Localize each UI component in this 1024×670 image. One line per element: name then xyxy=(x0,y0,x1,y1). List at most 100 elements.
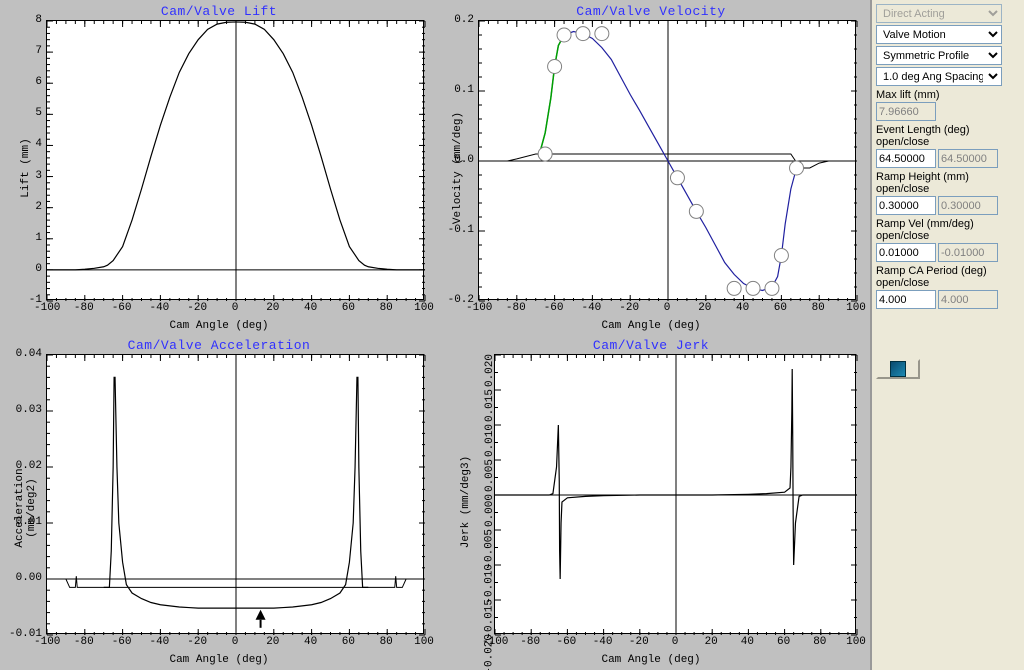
y-tick: -0.015 xyxy=(484,599,496,639)
x-tick: -60 xyxy=(110,636,134,648)
control-point[interactable] xyxy=(790,161,804,175)
x-tick: -60 xyxy=(110,302,134,314)
x-tick: -60 xyxy=(554,636,578,648)
x-tick: 20 xyxy=(261,636,285,648)
x-tick: 80 xyxy=(374,302,398,314)
x-tick: 40 xyxy=(299,636,323,648)
y-tick: -0.01 xyxy=(9,628,42,640)
x-tick: -80 xyxy=(72,636,96,648)
ramp-height-open-input[interactable] xyxy=(876,196,936,215)
ramp-vel-open-input[interactable] xyxy=(876,243,936,262)
y-tick: 0.000 xyxy=(484,494,496,527)
x-tick: -40 xyxy=(147,302,171,314)
y-tick: -0.010 xyxy=(484,564,496,604)
x-tick: 80 xyxy=(374,636,398,648)
x-tick: 60 xyxy=(336,302,360,314)
max-lift-input[interactable] xyxy=(876,102,936,121)
motion-select[interactable]: Valve Motion xyxy=(876,25,1002,44)
chart-grid: Cam/Valve LiftCam Angle (deg)Lift (mm)-1… xyxy=(0,0,870,670)
control-point[interactable] xyxy=(670,171,684,185)
control-point[interactable] xyxy=(689,204,703,218)
y-axis-label: Jerk (mm/deg3) xyxy=(460,432,472,572)
x-tick: 20 xyxy=(693,302,717,314)
y-tick: 6 xyxy=(35,76,42,88)
plot-area[interactable] xyxy=(494,354,856,634)
y-tick: 0.010 xyxy=(484,424,496,457)
x-tick: -40 xyxy=(147,636,171,648)
y-tick: -0.005 xyxy=(484,529,496,569)
y-tick: 0.00 xyxy=(16,572,42,584)
chart-lift: Cam/Valve LiftCam Angle (deg)Lift (mm)-1… xyxy=(4,2,434,334)
x-tick: 60 xyxy=(336,636,360,648)
ramp-ca-open-input[interactable] xyxy=(876,290,936,309)
x-tick: -40 xyxy=(591,636,615,648)
y-tick: -0.2 xyxy=(448,294,474,306)
ramp-vel-label: Ramp Vel (mm/deg) open/close xyxy=(876,218,1020,242)
x-tick: -40 xyxy=(579,302,603,314)
x-tick: 0 xyxy=(663,636,687,648)
x-tick: -80 xyxy=(504,302,528,314)
y-tick: 4 xyxy=(35,138,42,150)
chart-title: Cam/Valve Velocity xyxy=(576,4,725,19)
chart-velocity: Cam/Valve VelocityCam Angle (deg)Velocit… xyxy=(436,2,866,334)
apply-button[interactable] xyxy=(876,359,920,379)
x-tick: 100 xyxy=(844,302,868,314)
event-length-label: Event Length (deg) open/close xyxy=(876,124,1020,148)
y-tick: 0.0 xyxy=(454,154,474,166)
control-point[interactable] xyxy=(595,27,609,41)
ramp-height-close-input[interactable] xyxy=(938,196,998,215)
x-axis-label: Cam Angle (deg) xyxy=(601,654,700,666)
x-tick: -20 xyxy=(185,636,209,648)
y-tick: 5 xyxy=(35,107,42,119)
y-axis-label: Acceleration (mm/deg2) xyxy=(14,438,38,578)
ramp-vel-close-input[interactable] xyxy=(938,243,998,262)
plot-area[interactable] xyxy=(46,354,424,634)
chart-title: Cam/Valve Acceleration xyxy=(128,338,311,353)
event-length-open-input[interactable] xyxy=(876,149,936,168)
control-point[interactable] xyxy=(576,27,590,41)
y-tick: 7 xyxy=(35,45,42,57)
x-tick: 0 xyxy=(223,636,247,648)
y-tick: 0.02 xyxy=(16,460,42,472)
x-tick: 80 xyxy=(808,636,832,648)
y-tick: -0.1 xyxy=(448,224,474,236)
y-tick: -0.020 xyxy=(484,634,496,670)
ramp-height-label: Ramp Height (mm) open/close xyxy=(876,171,1020,195)
x-axis-label: Cam Angle (deg) xyxy=(601,320,700,332)
control-point[interactable] xyxy=(548,60,562,74)
control-point[interactable] xyxy=(746,281,760,295)
y-tick: 0.03 xyxy=(16,404,42,416)
x-tick: 40 xyxy=(299,302,323,314)
y-tick: 0.04 xyxy=(16,348,42,360)
control-point[interactable] xyxy=(727,281,741,295)
control-point[interactable] xyxy=(557,28,571,42)
x-tick: -60 xyxy=(542,302,566,314)
chart-title: Cam/Valve Lift xyxy=(161,4,277,19)
plot-area[interactable] xyxy=(46,20,424,300)
y-tick: 8 xyxy=(35,14,42,26)
y-tick: 0.2 xyxy=(454,14,474,26)
plot-area[interactable] xyxy=(478,20,856,300)
control-point[interactable] xyxy=(765,281,779,295)
x-tick: -80 xyxy=(72,302,96,314)
y-tick: 0.01 xyxy=(16,516,42,528)
control-point[interactable] xyxy=(774,249,788,263)
profile-select[interactable]: Symmetric Profile xyxy=(876,46,1002,65)
y-tick: 0.1 xyxy=(454,84,474,96)
x-tick: -20 xyxy=(627,636,651,648)
spacing-select[interactable]: 1.0 deg Ang Spacing xyxy=(876,67,1002,86)
x-axis-label: Cam Angle (deg) xyxy=(169,654,268,666)
x-tick: 60 xyxy=(772,636,796,648)
apply-icon xyxy=(890,361,906,377)
x-tick: -20 xyxy=(185,302,209,314)
x-tick: 20 xyxy=(261,302,285,314)
x-tick: 100 xyxy=(412,636,436,648)
event-length-close-input[interactable] xyxy=(938,149,998,168)
x-tick: 0 xyxy=(655,302,679,314)
x-tick: 80 xyxy=(806,302,830,314)
actuator-select: Direct Acting xyxy=(876,4,1002,23)
x-tick: 40 xyxy=(735,636,759,648)
ramp-ca-close-input[interactable] xyxy=(938,290,998,309)
control-point[interactable] xyxy=(538,147,552,161)
chart-acceleration: Cam/Valve Acceleration Cam Angle (deg) Acc… xyxy=(4,336,434,668)
